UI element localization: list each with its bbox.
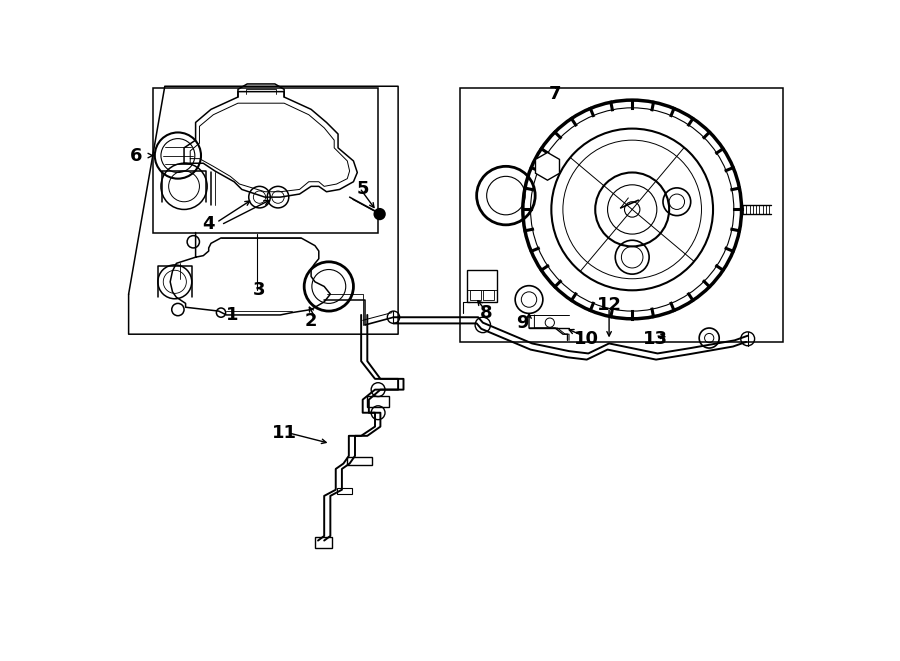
Text: 11: 11: [272, 424, 297, 442]
Text: 13: 13: [643, 330, 668, 348]
Text: 12: 12: [597, 296, 622, 314]
Bar: [347, 457, 372, 465]
Text: 8: 8: [480, 303, 492, 322]
Text: 2: 2: [305, 312, 318, 330]
Bar: [482, 290, 493, 299]
Text: 3: 3: [253, 280, 266, 299]
Bar: [467, 270, 497, 302]
Text: 1: 1: [226, 306, 238, 324]
Bar: [471, 290, 482, 299]
Bar: [460, 88, 783, 342]
Text: 6: 6: [130, 147, 142, 165]
Bar: [337, 488, 352, 494]
Bar: [315, 537, 332, 548]
Text: 10: 10: [573, 330, 598, 348]
Bar: [153, 88, 378, 233]
Text: 5: 5: [356, 180, 369, 198]
Text: 9: 9: [517, 315, 529, 332]
Circle shape: [374, 209, 385, 219]
Text: 4: 4: [202, 215, 215, 233]
Bar: [367, 396, 389, 407]
Polygon shape: [536, 153, 560, 180]
Text: 7: 7: [549, 85, 562, 103]
